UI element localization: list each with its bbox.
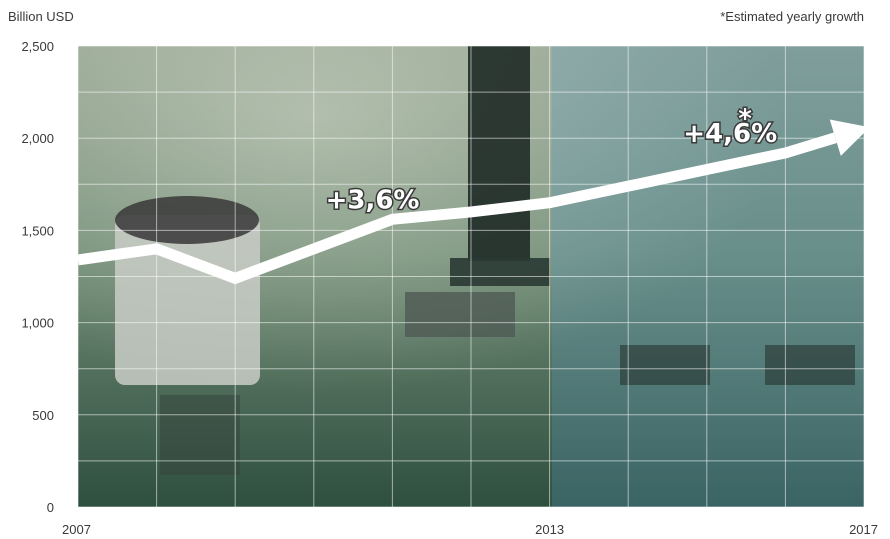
x-tick-label: 2007 (62, 522, 91, 537)
x-tick-label: 2013 (535, 522, 564, 537)
estimate-note: *Estimated yearly growth (720, 9, 864, 24)
growth-annotation: * (738, 104, 752, 134)
y-axis-ticks: 2,500 2,000 1,500 1,000 500 0 (21, 39, 54, 515)
series-arrow-head (829, 119, 870, 156)
y-tick-label: 500 (32, 408, 54, 423)
x-axis-ticks: 2007 2013 2017 (62, 522, 878, 537)
y-tick-label: 1,000 (21, 316, 54, 331)
grid-lines (77, 45, 865, 508)
y-tick-label: 2,000 (21, 131, 54, 146)
y-axis-label: Billion USD (8, 9, 74, 24)
y-tick-label: 0 (47, 500, 54, 515)
probe-shape (468, 46, 530, 261)
y-tick-label: 1,500 (21, 223, 54, 238)
series-layer (77, 119, 870, 285)
growth-annotation: +4,6% (683, 119, 777, 149)
annotations-layer: +3,6% +4,6%* (324, 103, 779, 217)
capacitor-shape (115, 215, 260, 385)
growth-annotation: +3,6% (326, 185, 420, 215)
x-tick-label: 2017 (849, 522, 878, 537)
y-tick-label: 2,500 (21, 39, 54, 54)
